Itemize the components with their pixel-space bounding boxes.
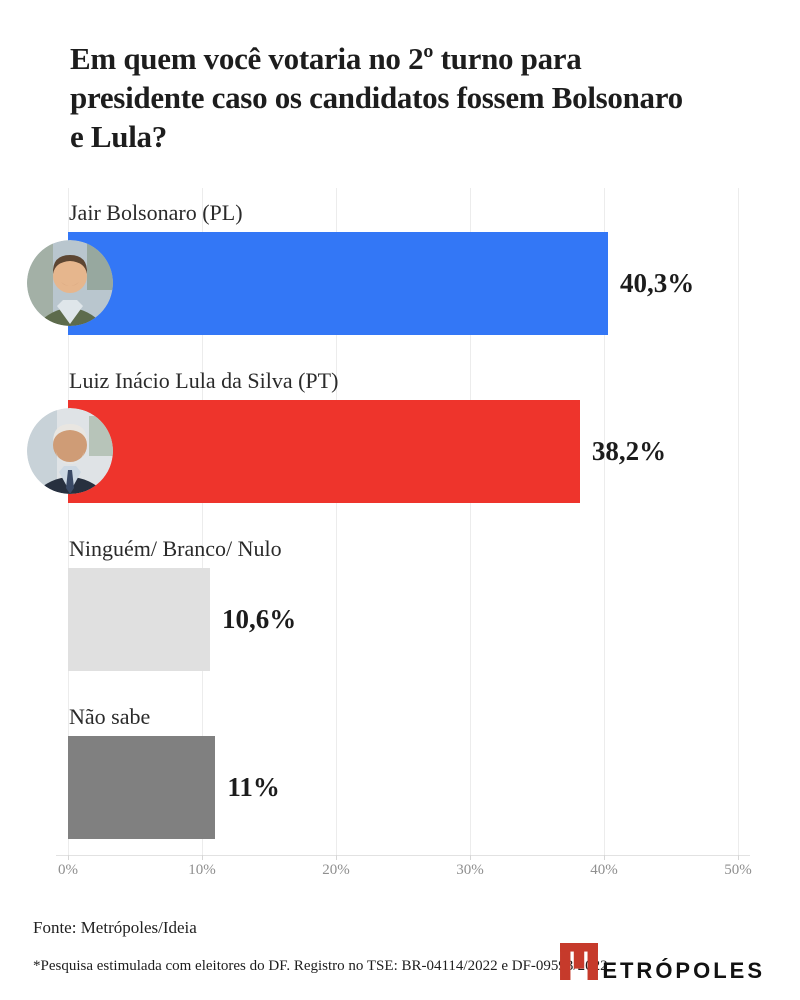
gridline-30 [470, 188, 471, 855]
bolsonaro-portrait-illustration [27, 240, 113, 326]
axis-tick-label: 40% [590, 862, 618, 878]
gridline-20 [336, 188, 337, 855]
source-credit: Fonte: Metrópoles/Ideia [33, 918, 197, 937]
lula-portrait-illustration [27, 408, 113, 494]
bar-nao-sabe [68, 736, 216, 839]
chart-title: Em quem você votaria no 2º turno para pr… [70, 41, 683, 154]
category-label: Não sabe [69, 704, 151, 729]
bolsonaro-photo [27, 240, 113, 326]
axis-tick-label: 30% [456, 862, 484, 878]
category-label: Luiz Inácio Lula da Silva (PT) [69, 368, 339, 393]
gridline-50 [738, 188, 739, 855]
axis-tick-label: 20% [322, 862, 350, 878]
axis-tick [470, 855, 471, 860]
axis-tick-label: 50% [724, 862, 752, 878]
bar-row-nao-sabe: Não sabe 11% [68, 704, 768, 839]
axis-tick [68, 855, 69, 860]
gridline-40 [604, 188, 605, 855]
axis-tick-label: 0% [58, 862, 78, 878]
gridline-0 [68, 188, 69, 855]
category-label: Jair Bolsonaro (PL) [69, 200, 243, 225]
bar-row-nulo: Ninguém/ Branco/ Nulo 10,6% [68, 536, 768, 671]
axis-tick [336, 855, 337, 860]
category-label: Ninguém/ Branco/ Nulo [69, 536, 282, 561]
gridline-10 [202, 188, 203, 855]
axis-tick [738, 855, 739, 860]
axis-tick-label: 10% [188, 862, 216, 878]
methodology-note: *Pesquisa estimulada com eleitores do DF… [33, 958, 608, 974]
axis-tick [604, 855, 605, 860]
bar-lula [68, 400, 580, 503]
bar-bolsonaro [68, 232, 609, 335]
bar-row-lula: Luiz Inácio Lula da Silva (PT) 38,2% [27, 368, 768, 503]
bar-row-bolsonaro: Jair Bolsonaro (PL) 40,3% [27, 200, 768, 335]
lula-photo [27, 408, 113, 494]
bar-nulo [68, 568, 211, 671]
metropoles-logo-text: ETRÓPOLES [602, 957, 765, 983]
axis-tick [202, 855, 203, 860]
value-label: 10,6% [222, 604, 297, 634]
metropoles-logo: ETRÓPOLES [560, 943, 765, 983]
value-label: 11% [227, 772, 280, 802]
x-axis-line [56, 855, 750, 856]
value-label: 38,2% [591, 436, 667, 466]
metropoles-m-icon [560, 943, 599, 980]
value-label: 40,3% [620, 268, 695, 298]
